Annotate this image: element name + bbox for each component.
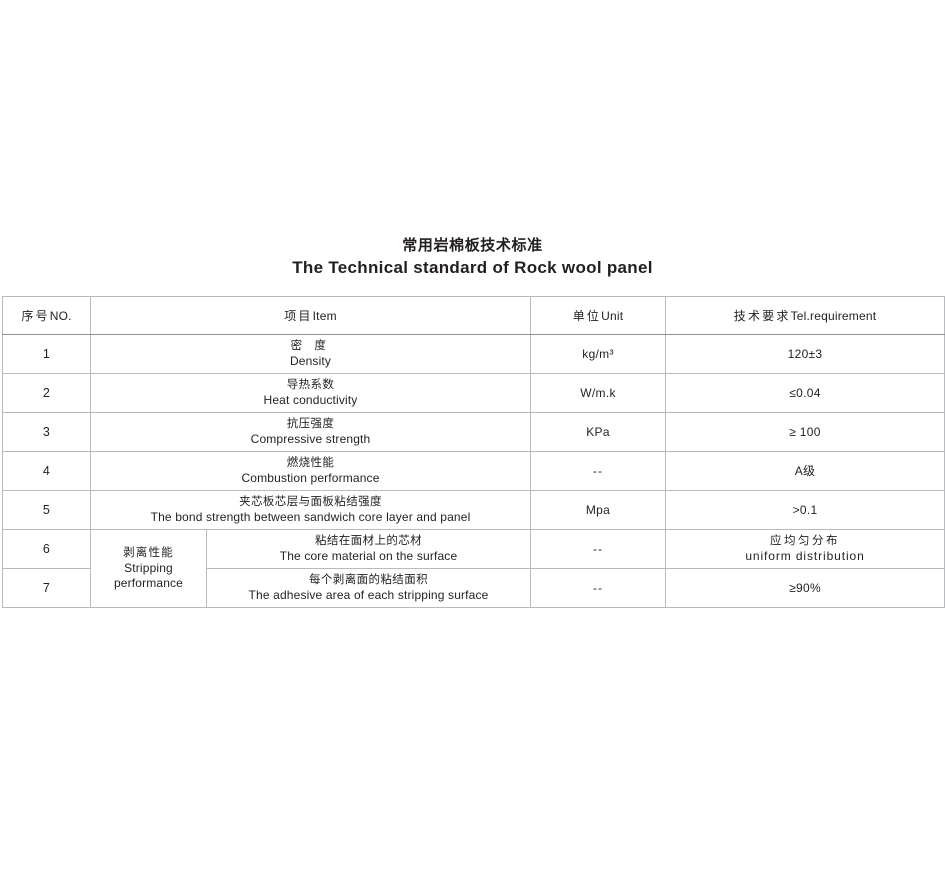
row-item-cn: 粘结在面材上的芯材 — [314, 535, 423, 547]
row-item-en: Compressive strength — [250, 432, 371, 446]
row-item: 导热系数 Heat conductivity — [89, 373, 532, 413]
row-unit: -- — [530, 451, 667, 491]
row-item-cn: 抗压强度 — [286, 418, 335, 430]
row-item-en: Combustion performance — [241, 471, 380, 485]
row-number: 7 — [2, 568, 91, 608]
row-item-cn: 燃烧性能 — [286, 457, 335, 469]
column-header-item-cn: 项目 — [284, 308, 313, 323]
merged-label-en-line1: Stripping — [124, 561, 173, 575]
row-requirement: ≥ 100 — [665, 412, 945, 452]
row-item: 燃烧性能 Combustion performance — [89, 451, 532, 491]
table-row: 7 每个剥离面的粘结面积 The adhesive area of each s… — [2, 568, 945, 608]
row-requirement: 120±3 — [665, 334, 945, 374]
row-item-cn: 每个剥离面的粘结面积 — [309, 574, 428, 586]
row-item-cn: 密 度 — [290, 340, 331, 352]
merged-label-cn: 剥离性能 — [123, 547, 174, 559]
column-header-unit: 单位Unit — [530, 296, 667, 335]
row-requirement-en: uniform distribution — [745, 549, 865, 563]
row-item: 每个剥离面的粘结面积 The adhesive area of each str… — [205, 568, 532, 608]
row-item-en: Density — [289, 354, 332, 368]
row-item-cn: 夹芯板芯层与面板粘结强度 — [239, 496, 382, 508]
row-number: 3 — [2, 412, 91, 452]
row-item-en: The bond strength between sandwich core … — [150, 510, 471, 524]
table-header-row: 序号NO. 项目Item 单位Unit 技术要求Tel.requirement — [2, 296, 945, 335]
row-number: 5 — [2, 490, 91, 530]
row-item: 抗压强度 Compressive strength — [89, 412, 532, 452]
table-row: 6 剥离性能 Stripping performance 粘结在面材上的芯材 T… — [2, 529, 945, 608]
table-row: 2 导热系数 Heat conductivity W/m.k ≤0.04 — [2, 373, 945, 413]
title-chinese: 常用岩棉板技术标准 — [402, 237, 543, 254]
spec-table-wrapper: 序号NO. 项目Item 单位Unit 技术要求Tel.requirement … — [2, 296, 945, 608]
column-header-no-en: NO. — [49, 308, 72, 323]
row-requirement: ≥90% — [665, 568, 945, 608]
table-row: 3 抗压强度 Compressive strength KPa ≥ 100 — [2, 412, 945, 452]
row-requirement: ≤0.04 — [665, 373, 945, 413]
row-requirement: >0.1 — [665, 490, 945, 530]
row-unit: -- — [530, 529, 667, 569]
row-requirement: A级 — [665, 451, 945, 491]
document-title-block: 常用岩棉板技术标准 The Technical standard of Rock… — [0, 236, 945, 279]
row-item-cn: 导热系数 — [286, 379, 335, 391]
row-number: 2 — [2, 373, 91, 413]
column-header-requirement-cn: 技术要求 — [733, 308, 791, 323]
merged-group-label-stripping-performance: 剥离性能 Stripping performance — [90, 529, 207, 608]
row-unit: -- — [530, 568, 667, 608]
technical-standard-table: 序号NO. 项目Item 单位Unit 技术要求Tel.requirement … — [2, 296, 945, 608]
column-header-item: 项目Item — [89, 296, 532, 335]
merged-label-en-line2: performance — [113, 576, 183, 590]
row-item-en: The core material on the surface — [279, 549, 458, 563]
table-row: 5 夹芯板芯层与面板粘结强度 The bond strength between… — [2, 490, 945, 530]
row-item: 粘结在面材上的芯材 The core material on the surfa… — [205, 529, 532, 569]
row-item-en: The adhesive area of each stripping surf… — [248, 588, 489, 602]
column-header-no: 序号NO. — [2, 296, 91, 335]
column-header-item-en: Item — [312, 308, 337, 323]
column-header-requirement-en: Tel.requirement — [790, 308, 877, 323]
column-header-requirement: 技术要求Tel.requirement — [665, 296, 945, 335]
table-row: 4 燃烧性能 Combustion performance -- A级 — [2, 451, 945, 491]
column-header-unit-en: Unit — [601, 308, 624, 323]
column-header-unit-cn: 单位 — [572, 308, 602, 323]
row-unit: kg/m³ — [530, 334, 667, 374]
row-number: 1 — [2, 334, 91, 374]
row-unit: W/m.k — [530, 373, 667, 413]
column-header-no-cn: 序号 — [21, 308, 50, 323]
row-item-en: Heat conductivity — [263, 393, 358, 407]
row-number: 6 — [2, 529, 91, 569]
table-row: 1 密 度 Density kg/m³ 120±3 — [2, 334, 945, 374]
row-number: 4 — [2, 451, 91, 491]
title-english: The Technical standard of Rock wool pane… — [292, 258, 653, 277]
row-requirement: 应均匀分布 uniform distribution — [665, 529, 945, 569]
row-unit: Mpa — [530, 490, 667, 530]
row-unit: KPa — [530, 412, 667, 452]
row-requirement-cn: 应均匀分布 — [770, 535, 841, 547]
row-item: 夹芯板芯层与面板粘结强度 The bond strength between s… — [89, 490, 532, 530]
row-item: 密 度 Density — [89, 334, 532, 374]
